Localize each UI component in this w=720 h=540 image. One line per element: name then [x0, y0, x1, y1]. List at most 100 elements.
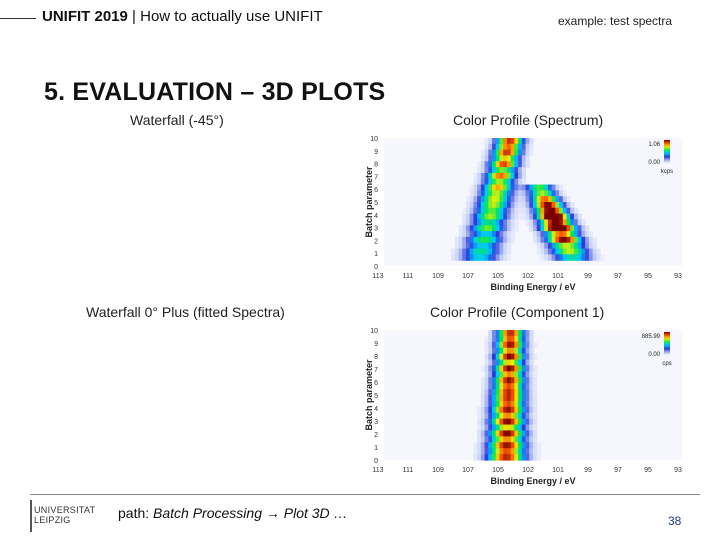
heatmap-cell [480, 406, 486, 414]
heatmap-cell [506, 436, 512, 443]
heatmap-cell [529, 383, 534, 390]
heatmap-cell [562, 213, 568, 221]
heatmap-cell [551, 219, 556, 226]
heatmap-cell [577, 231, 583, 238]
heatmap-cell [566, 236, 571, 244]
heatmap-cell [495, 202, 501, 209]
heatmap-cell [521, 178, 527, 186]
heatmap-cell [529, 335, 534, 343]
heatmap-cell [518, 400, 523, 408]
heatmap-cell [499, 442, 504, 449]
heatmap-cell [484, 442, 489, 449]
heatmap-cell [488, 213, 493, 221]
heatmap-cell [555, 184, 560, 191]
heatmap-cell [521, 442, 527, 449]
heatmap-cell [492, 196, 497, 203]
heatmap-cell [533, 202, 538, 209]
heatmap-cell [477, 207, 482, 215]
heatmap-cell [521, 196, 527, 203]
heatmap-cell [518, 178, 523, 186]
heatmap-cell [566, 231, 571, 238]
heatmap-cell [510, 172, 515, 180]
y-tick-label: 3 [374, 226, 378, 233]
heatmap-cell [503, 400, 508, 408]
heatmap-cell [514, 225, 519, 232]
heatmap-cell [480, 196, 486, 203]
heatmap-cell [525, 412, 530, 420]
heatmap-cell [592, 248, 597, 255]
heatmap-cell [484, 341, 489, 349]
x-tick-label: 93 [674, 467, 682, 474]
heatmap-cell [506, 178, 512, 186]
heatmap-cell [480, 436, 486, 443]
heatmap-cell [510, 353, 515, 361]
heatmap-cell [499, 178, 504, 186]
heatmap-cell [536, 231, 542, 238]
heatmap-cell [570, 236, 575, 244]
heatmap-cell [525, 359, 530, 367]
heatmap-cell [480, 365, 486, 372]
heatmap-cell [536, 213, 542, 221]
heatmap-cell [570, 231, 575, 238]
heatmap-cell [566, 242, 571, 250]
x-tick-label: 97 [614, 467, 622, 474]
heatmap-cell [495, 424, 501, 432]
y-tick-label: 10 [370, 328, 378, 335]
heatmap-cell [510, 347, 515, 355]
heatmap-cell [585, 231, 590, 238]
heatmap-cell [529, 225, 534, 232]
heatmap-cell [566, 225, 571, 232]
heatmap-cell [506, 219, 512, 226]
heatmap-cell [499, 365, 504, 372]
heatmap-cell [588, 248, 594, 255]
heatmap-cell [518, 213, 523, 221]
heatmap-cell [503, 242, 508, 250]
heatmap-cell [547, 219, 553, 226]
heatmap-cell [458, 248, 463, 255]
heatmap-cell [518, 161, 523, 168]
heatmap-cell [521, 155, 527, 162]
heatmap-cell [581, 225, 586, 232]
heatmap-cell [592, 242, 597, 250]
heatmap-cell [492, 371, 497, 378]
heatmap-cell [495, 207, 501, 215]
heatmap-cell [510, 202, 515, 209]
heatmap-cell [492, 207, 497, 215]
heatmap-cell [506, 161, 512, 168]
heatmap-cell [562, 254, 568, 261]
footer-rule [30, 494, 700, 495]
heatmap-cell [480, 389, 486, 396]
heatmap-cell [570, 219, 575, 226]
heatmap-cell [495, 242, 501, 250]
heatmap-cell [521, 347, 527, 355]
heatmap-cell [514, 178, 519, 186]
heatmap-cell [492, 353, 497, 361]
heatmap-cell [525, 400, 530, 408]
heatmap-cell [480, 172, 486, 180]
heatmap-cell [473, 248, 478, 255]
heatmap-cell [492, 442, 497, 449]
menu-path-prefix: path: [118, 505, 154, 521]
heatmap-cell [533, 371, 538, 378]
heatmap-cell [484, 377, 489, 384]
heatmap-cell [477, 236, 482, 244]
heatmap-cell [510, 207, 515, 215]
heatmap-cell [499, 454, 504, 461]
heatmap-cell [492, 436, 497, 443]
heatmap-cell [484, 454, 489, 461]
heatmap-cell [499, 207, 504, 215]
heatmap-cell [492, 335, 497, 343]
heatmap-cell [521, 418, 527, 426]
heatmap-cell [521, 430, 527, 437]
heatmap-cell [488, 377, 493, 384]
heatmap-cell [551, 236, 556, 244]
x-tick-label: 111 [403, 467, 414, 474]
y-tick-label: 4 [374, 406, 378, 413]
y-tick-label: 2 [374, 238, 378, 245]
heatmap-cell [533, 213, 538, 221]
heatmap-cell [529, 359, 534, 367]
heatmap-cell [581, 242, 586, 250]
heatmap-cell [495, 412, 501, 420]
heatmap-cell [518, 347, 523, 355]
heatmap-cell [518, 167, 523, 174]
